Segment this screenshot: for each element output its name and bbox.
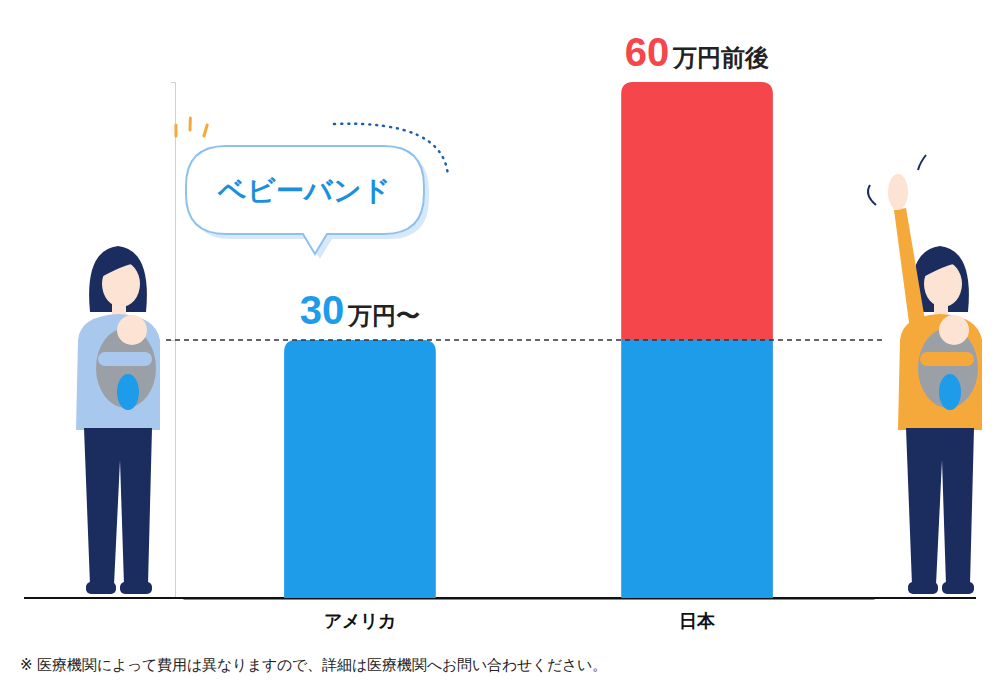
torso: [898, 314, 982, 430]
x-tick-label: アメリカ: [324, 611, 396, 631]
x-tick: 日本: [679, 598, 716, 631]
bar: [621, 340, 773, 598]
baby-leg: [939, 374, 961, 410]
chart: アメリカ 日本 30万円〜 60万円前後ベビーバンド ※ 医療機関によって費用は異なりま…: [0, 0, 1000, 700]
neck: [112, 302, 126, 316]
sparkle: [174, 125, 177, 136]
legs: [84, 428, 152, 585]
neck: [934, 302, 948, 316]
fringe: [918, 259, 962, 280]
bar: [621, 82, 773, 340]
y-tick: [171, 340, 175, 341]
reference-line: [166, 339, 884, 341]
annotation: ベビーバンド: [176, 118, 448, 259]
y-tick-mark: [171, 82, 175, 83]
shoe: [120, 582, 152, 594]
legs: [906, 428, 974, 585]
baby-head: [117, 315, 147, 345]
sparkle: [188, 118, 191, 130]
series: [284, 340, 773, 598]
bar: [284, 340, 436, 598]
baby-leg: [117, 374, 139, 410]
y-axis-line: [171, 83, 176, 599]
bubble: [186, 146, 424, 254]
y-tick-mark: [171, 340, 175, 341]
arm: [920, 352, 974, 366]
hand: [888, 174, 908, 210]
wave: [918, 155, 926, 170]
baseline: [24, 597, 976, 599]
annotation-text: ベビーバンド: [217, 175, 391, 206]
sparkle: [204, 125, 207, 136]
shoe: [942, 582, 974, 594]
y-tick: [171, 82, 175, 83]
x-tick-label: 日本: [679, 611, 716, 631]
x-tick: アメリカ: [324, 598, 396, 631]
fringe: [96, 259, 140, 280]
shoe: [908, 582, 938, 594]
dots: [334, 124, 448, 176]
raised-arm: [894, 208, 926, 330]
torso: [76, 314, 160, 430]
wave: [868, 185, 876, 205]
shoe: [86, 582, 116, 594]
x-axis: アメリカ 日本: [184, 598, 875, 631]
baby-head: [939, 315, 969, 345]
y-axis: [171, 83, 176, 599]
arm: [98, 352, 152, 366]
note: ※ 医療機関によって費用は異なりますので、詳細は医療機関へお問い合わせください。: [20, 656, 607, 673]
total-label: 30万円〜: [300, 288, 421, 332]
total-label: 60万円前後: [625, 30, 770, 74]
